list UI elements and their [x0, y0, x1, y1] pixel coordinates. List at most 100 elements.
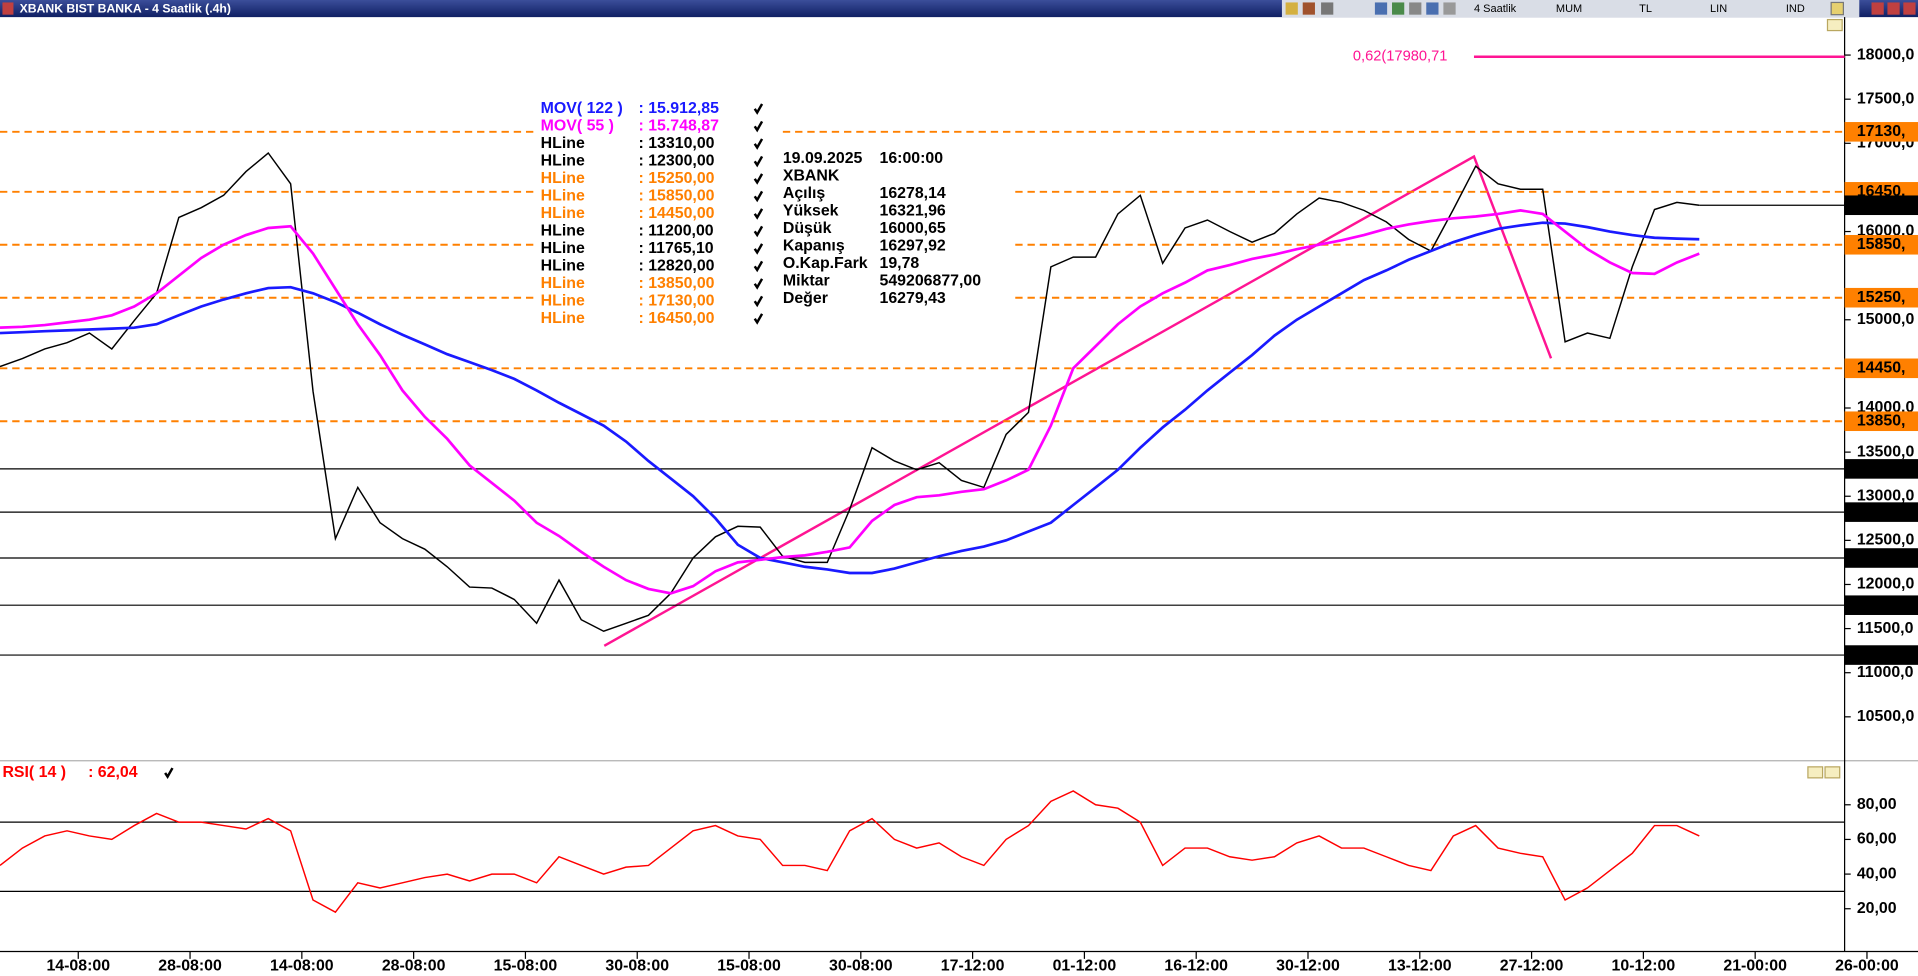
info-value: 19,78: [879, 255, 919, 272]
x-tick-label: 10-12:00: [1612, 957, 1676, 974]
check-icon: [753, 225, 764, 238]
price-box: [1844, 411, 1918, 432]
price-box: [1844, 287, 1918, 308]
series-line: [0, 209, 1700, 595]
legend-background: [779, 140, 1015, 312]
x-tick-label: 30-08:00: [829, 957, 893, 974]
fib-label: 0,62(17980,71: [1353, 49, 1448, 65]
price-box: [1844, 234, 1918, 255]
legend-value: : 17130,00: [639, 292, 715, 309]
price-box: [1844, 645, 1918, 665]
price-box-label: 15850,: [1857, 236, 1906, 253]
toolbar-label: MUM: [1556, 3, 1582, 15]
y-tick-label: 80,00: [1857, 796, 1897, 813]
info-value: 549206877,00: [879, 273, 981, 290]
x-tick-label: 14-08:00: [270, 957, 334, 974]
y-tick-label: 11500,0: [1857, 620, 1914, 637]
price-box-label: 15250,: [1857, 289, 1906, 306]
legend-value: : 11765,10: [639, 240, 714, 257]
info-label: Miktar: [783, 273, 830, 290]
price-box: [1844, 502, 1918, 522]
x-tick-label: 14-08:00: [46, 957, 110, 974]
last-price-label: 16297,: [1857, 196, 1906, 213]
legend-value: : 15250,00: [639, 170, 715, 187]
price-box: [1844, 122, 1918, 142]
check-icon: [753, 138, 764, 150]
y-tick-label: 13000,0: [1857, 487, 1915, 504]
price-box-label: 13850,: [1857, 412, 1906, 429]
legend-name: RSI( 14 ): [2, 764, 66, 781]
x-tick-label: 17-12:00: [941, 957, 1005, 974]
x-tick-label: 28-08:00: [158, 957, 222, 974]
series-line: [0, 151, 1700, 633]
legend-name: HLine: [541, 222, 585, 239]
legend-name: HLine: [541, 170, 585, 187]
toolbar-label: LIN: [1710, 3, 1727, 15]
y-tick-label: 11000,0: [1857, 664, 1914, 681]
price-box: [1844, 548, 1918, 568]
check-icon: [753, 155, 764, 168]
price-box-label: 17130,: [1857, 123, 1906, 140]
toolbar-label: 4 Saatlik: [1474, 3, 1517, 15]
legend-value: : 13310,00: [639, 135, 715, 152]
check-icon: [753, 243, 764, 255]
y-tick-label: 13500,0: [1857, 443, 1915, 460]
legend-name: MOV( 55 ): [541, 118, 614, 135]
series-line: [0, 221, 1700, 575]
legend-value: : 15850,00: [639, 188, 715, 205]
y-tick-label: 18000,0: [1857, 46, 1915, 63]
x-tick-label: 15-08:00: [494, 957, 558, 974]
legend-name: HLine: [541, 205, 585, 222]
legend-name: HLine: [541, 240, 585, 257]
info-label: Değer: [783, 290, 828, 307]
legend-name: HLine: [541, 188, 585, 205]
toolbar-label: IND: [1786, 3, 1805, 15]
panel-button[interactable]: [1826, 18, 1843, 32]
price-box-label: 11200,: [1857, 646, 1905, 663]
info-label: Kapanış: [783, 238, 845, 255]
y-tick-label: 12000,0: [1857, 576, 1915, 593]
check-icon: [164, 767, 174, 779]
trend-drawing: [603, 154, 1553, 647]
info-value: 16000,65: [879, 220, 945, 237]
legend-value: : 13850,00: [639, 275, 715, 292]
legend-name: HLine: [541, 153, 585, 170]
info-label: Yüksek: [783, 203, 839, 220]
legend-value: : 12300,00: [639, 153, 715, 170]
x-tick-label: 16-12:00: [1164, 957, 1228, 974]
panel-button[interactable]: [1824, 766, 1841, 779]
x-tick-label: 15-08:00: [717, 957, 781, 974]
legend-name: HLine: [541, 310, 585, 327]
legend-value: : 16450,00: [639, 310, 715, 327]
x-tick-label: 01-12:00: [1053, 957, 1117, 974]
legend-name: HLine: [541, 257, 585, 274]
check-icon: [753, 260, 764, 273]
info-label: O.Kap.Fark: [783, 255, 868, 272]
info-value: 16279,43: [879, 290, 945, 307]
price-box: [1844, 595, 1918, 615]
window-icon[interactable]: [2, 2, 14, 15]
check-icon: [753, 190, 764, 203]
legend-name: MOV( 122 ): [541, 100, 623, 117]
info-value: 16278,14: [879, 185, 945, 202]
check-icon: [753, 208, 764, 220]
y-tick-label: 12500,0: [1857, 532, 1915, 549]
legend-background: [534, 97, 780, 331]
price-box-label: 14450,: [1857, 360, 1906, 377]
info-label: Düşük: [783, 220, 832, 237]
panel-button[interactable]: [1807, 766, 1824, 779]
y-tick-label: 20,00: [1857, 900, 1897, 917]
x-tick-label: 26-00:00: [1835, 957, 1899, 974]
x-tick-label: 30-12:00: [1276, 957, 1340, 974]
legend-value: : 15.748,87: [639, 118, 720, 135]
y-tick-label: 17500,0: [1857, 90, 1915, 107]
price-box-label: 11765,: [1857, 596, 1905, 613]
check-icon: [753, 295, 764, 308]
info-value: 16297,92: [879, 238, 945, 255]
legend-name: HLine: [541, 275, 585, 292]
last-price-box: [1844, 195, 1918, 216]
legend-name: HLine: [541, 292, 585, 309]
info-label: Açılış: [783, 185, 826, 202]
